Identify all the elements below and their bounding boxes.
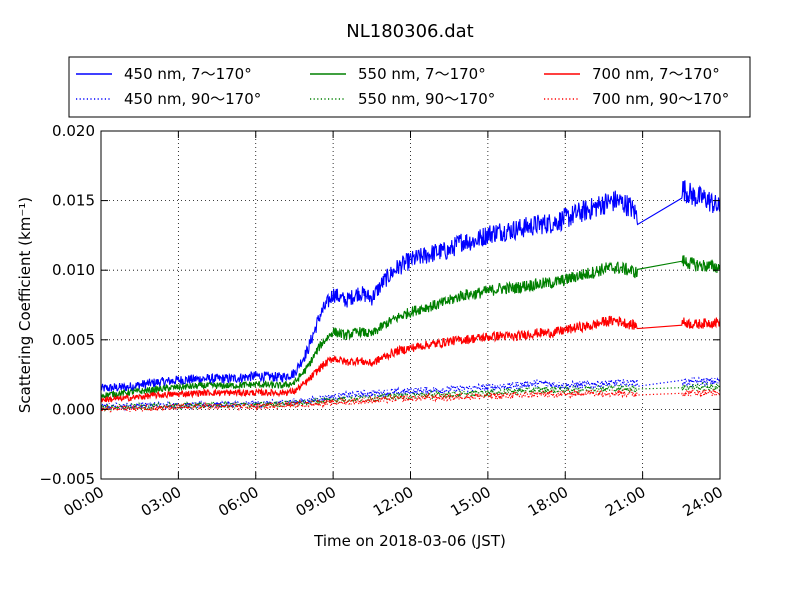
- y-tick-label: −0.005: [39, 470, 95, 488]
- y-tick-label: 0.005: [52, 331, 95, 349]
- legend-label: 700 nm, 90～170°: [592, 90, 729, 108]
- x-axis-label: Time on 2018-03-06 (JST): [313, 532, 506, 550]
- series-line-2: [100, 376, 721, 412]
- y-axis-label: Scattering Coefficient (km⁻¹): [16, 197, 34, 413]
- series-line-4: [100, 381, 721, 412]
- chart-title: NL180306.dat: [346, 21, 473, 42]
- series-line-6: [100, 387, 721, 414]
- legend-label: 700 nm, 7～170°: [592, 65, 720, 83]
- legend-label: 450 nm, 7～170°: [124, 65, 252, 83]
- legend-frame: [68, 56, 751, 118]
- y-tick-label: 0.015: [52, 192, 95, 210]
- legend-label: 550 nm, 90～170°: [358, 90, 495, 108]
- series-line-5: [100, 315, 721, 403]
- y-tick-label: 0.010: [52, 261, 95, 279]
- y-tick-label: 0.020: [52, 122, 95, 140]
- legend-label: 450 nm, 90～170°: [124, 90, 261, 108]
- legend-label: 550 nm, 7～170°: [358, 65, 486, 83]
- series-line-3: [100, 255, 721, 399]
- legend: 450 nm, 7～170° 550 nm, 7～170° 700 nm, 7～17…: [68, 56, 751, 118]
- series-layer: [100, 180, 721, 414]
- y-tick-label: 0.000: [52, 400, 95, 418]
- series-line-1: [100, 180, 721, 392]
